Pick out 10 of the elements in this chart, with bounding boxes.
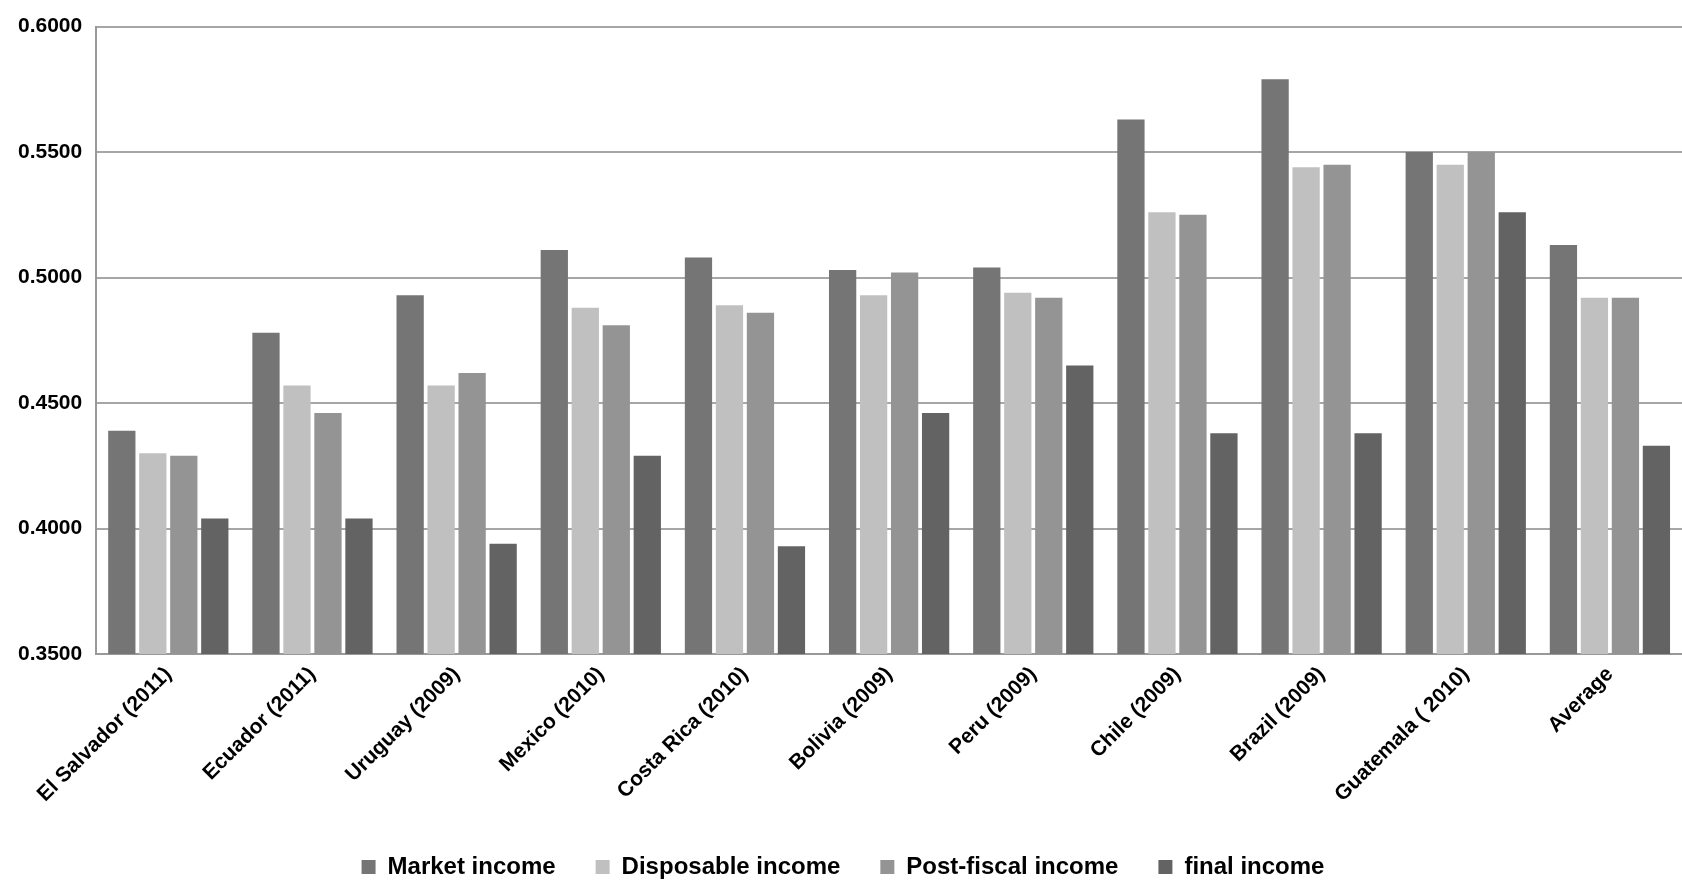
y-tick-label: 0.5500 [18, 138, 83, 162]
y-tick-label: 0.6000 [18, 13, 83, 37]
y-tick-label: 0.4500 [18, 389, 83, 413]
y-tick-label: 0.5000 [18, 264, 83, 288]
legend-label: Post-fiscal income [906, 851, 1119, 879]
legend-label: Disposable income [621, 851, 841, 879]
y-tick-label: 0.3500 [18, 640, 83, 664]
legend-label: final income [1184, 851, 1325, 879]
y-tick-label: 0.4000 [18, 515, 83, 539]
legend-label: Market income [387, 851, 556, 879]
